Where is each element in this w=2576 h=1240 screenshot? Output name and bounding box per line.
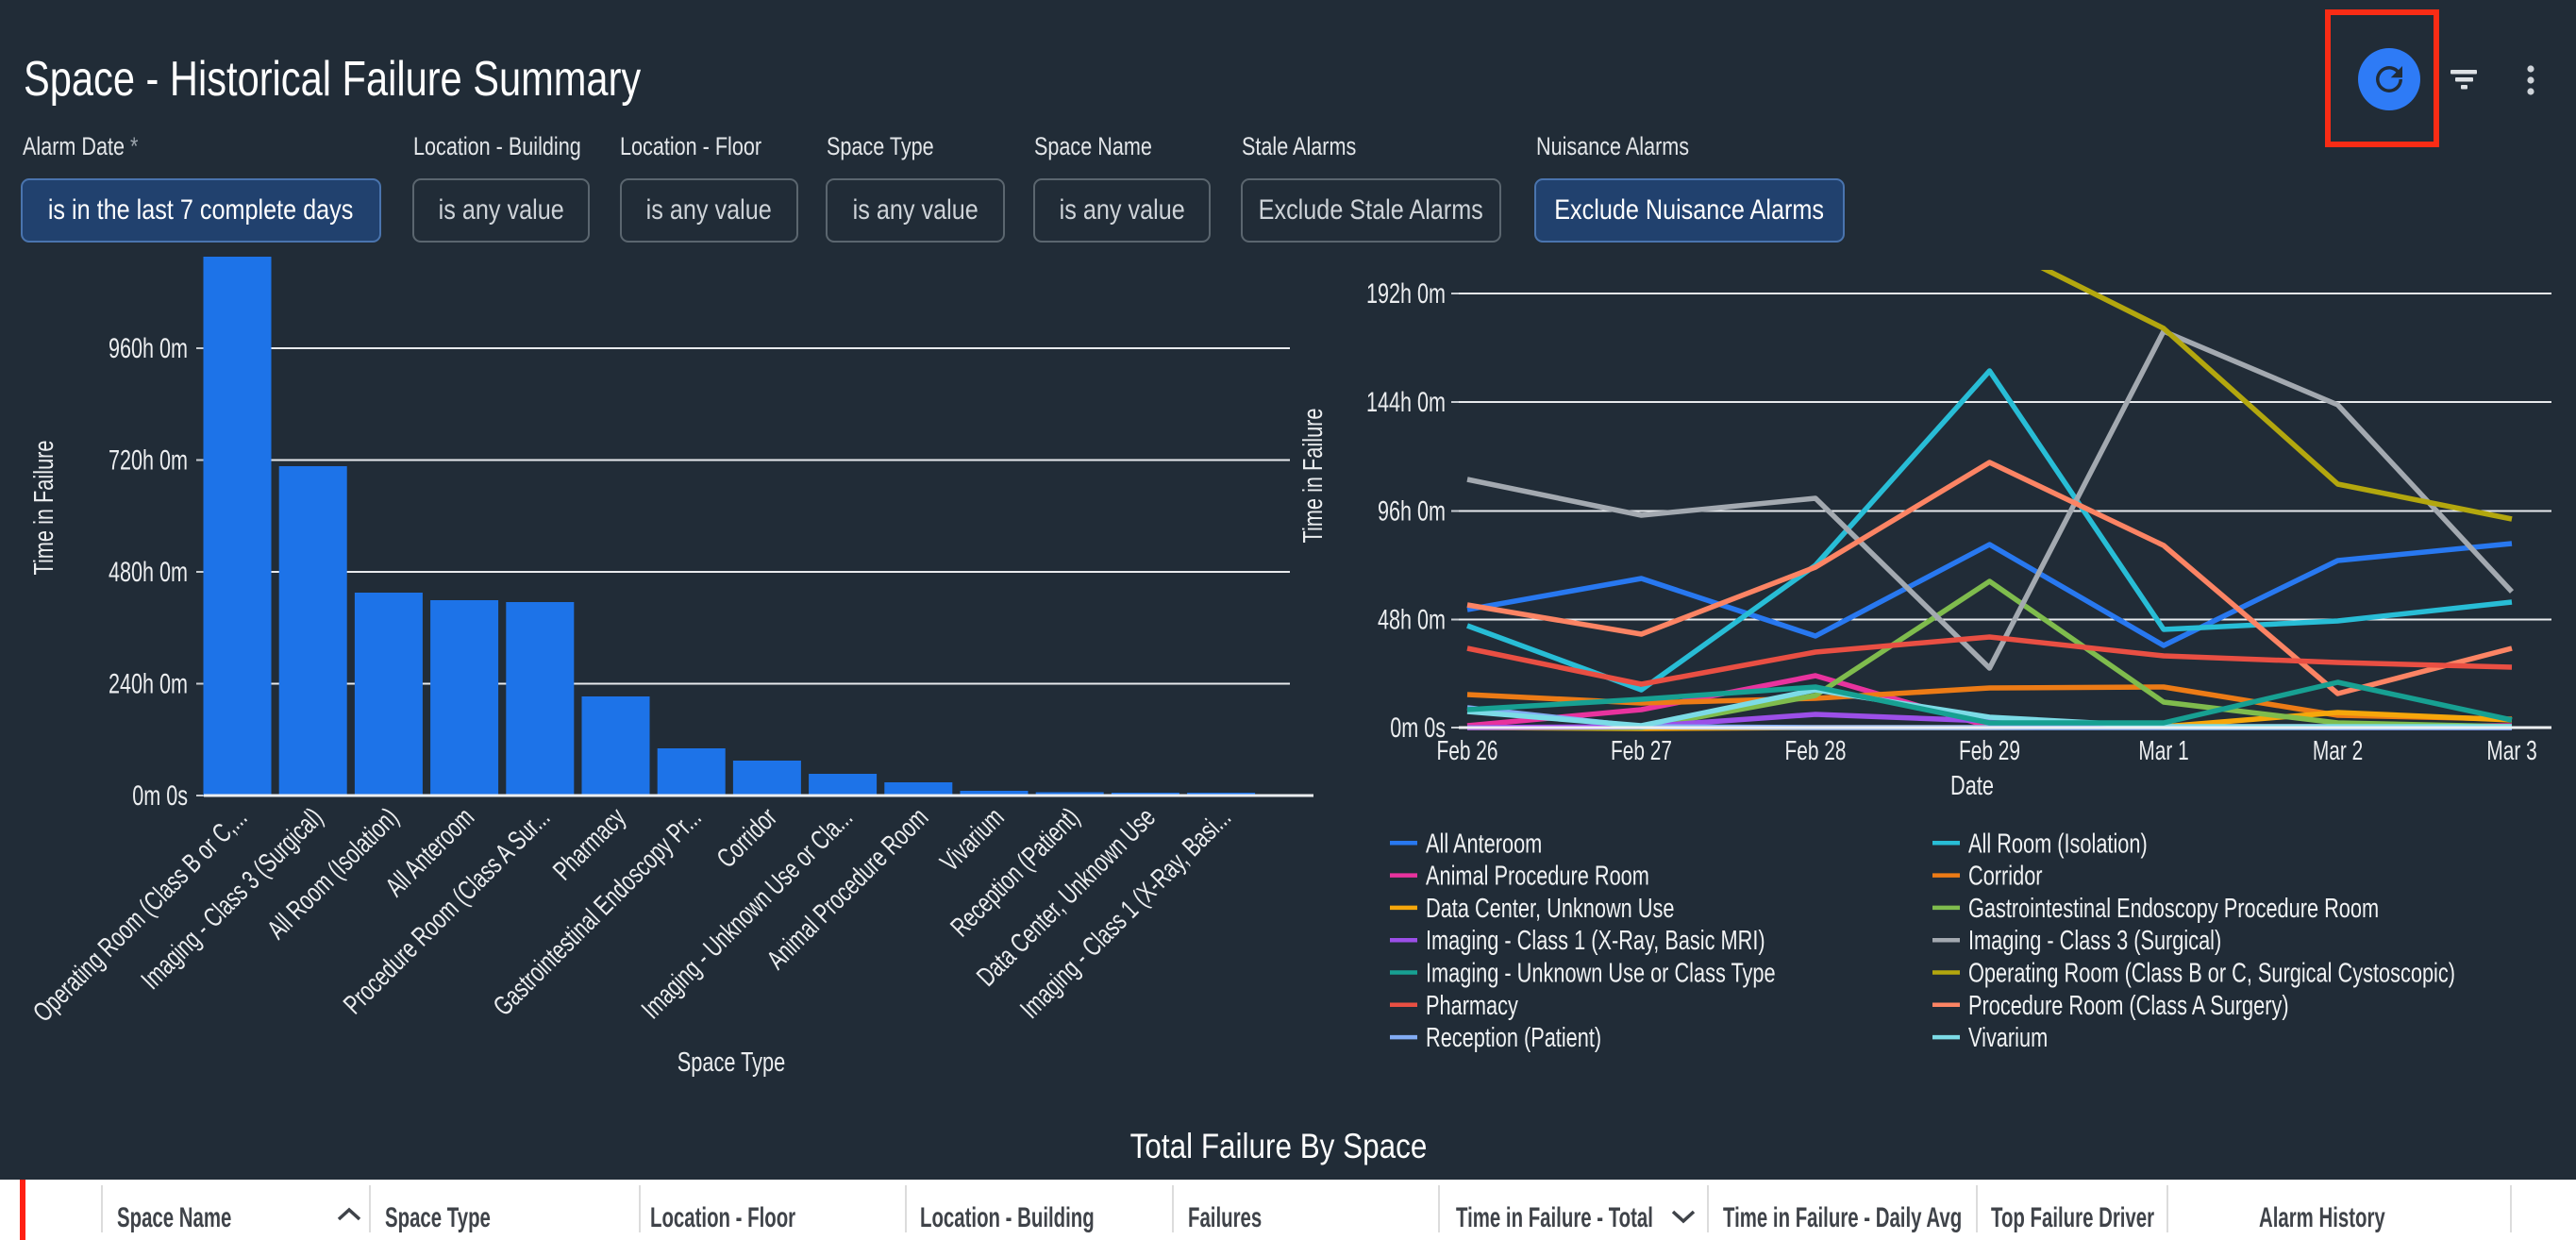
svg-text:Animal Procedure Room: Animal Procedure Room bbox=[1426, 862, 1649, 892]
svg-text:240h 0m: 240h 0m bbox=[109, 667, 188, 699]
svg-text:720h 0m: 720h 0m bbox=[109, 444, 188, 476]
svg-text:Mar 3: Mar 3 bbox=[2486, 736, 2536, 766]
svg-text:Gastrointestinal Endoscopy Pro: Gastrointestinal Endoscopy Procedure Roo… bbox=[1968, 894, 2379, 924]
svg-text:Reception (Patient): Reception (Patient) bbox=[1426, 1023, 1601, 1053]
svg-text:All Room (Isolation): All Room (Isolation) bbox=[261, 802, 404, 945]
svg-text:Imaging - Unknown Use or Class: Imaging - Unknown Use or Class Type bbox=[1426, 959, 1776, 989]
svg-text:Space Type: Space Type bbox=[677, 1047, 785, 1078]
svg-text:All Anteroom: All Anteroom bbox=[1426, 829, 1542, 859]
svg-text:Operating Room (Class B or C,: Operating Room (Class B or C, Surgical C… bbox=[1968, 959, 2455, 989]
svg-text:480h 0m: 480h 0m bbox=[109, 555, 188, 587]
svg-text:Pharmacy: Pharmacy bbox=[1426, 991, 1518, 1021]
svg-text:96h 0m: 96h 0m bbox=[1378, 494, 1446, 527]
svg-text:Feb 28: Feb 28 bbox=[1785, 736, 1847, 766]
svg-text:Vivarium: Vivarium bbox=[935, 802, 1011, 878]
svg-text:Corridor: Corridor bbox=[711, 802, 783, 874]
svg-text:Feb 29: Feb 29 bbox=[1959, 736, 2020, 766]
svg-text:0m 0s: 0m 0s bbox=[132, 779, 188, 811]
svg-text:Feb 27: Feb 27 bbox=[1611, 736, 1672, 766]
svg-text:192h 0m: 192h 0m bbox=[1366, 276, 1446, 309]
svg-text:Time in Failure: Time in Failure bbox=[1298, 409, 1329, 544]
svg-text:All Room (Isolation): All Room (Isolation) bbox=[1968, 829, 2148, 859]
svg-text:Imaging - Class 3 (Surgical): Imaging - Class 3 (Surgical) bbox=[1968, 926, 2221, 956]
svg-text:Mar 2: Mar 2 bbox=[2313, 736, 2363, 766]
svg-text:Corridor: Corridor bbox=[1968, 862, 2043, 892]
svg-text:Date: Date bbox=[1950, 771, 1994, 801]
svg-text:Vivarium: Vivarium bbox=[1968, 1023, 2048, 1053]
svg-text:Procedure Room (Class A Surger: Procedure Room (Class A Surgery) bbox=[1968, 991, 2289, 1021]
svg-text:Data Center, Unknown Use: Data Center, Unknown Use bbox=[1426, 894, 1674, 924]
svg-text:Reception (Patient): Reception (Patient) bbox=[945, 802, 1086, 943]
svg-text:Imaging - Class 1 (X-Ray, Basi: Imaging - Class 1 (X-Ray, Basic MRI) bbox=[1426, 926, 1765, 956]
svg-text:144h 0m: 144h 0m bbox=[1366, 385, 1446, 417]
svg-text:48h 0m: 48h 0m bbox=[1378, 603, 1446, 635]
svg-text:Time in Failure: Time in Failure bbox=[29, 441, 59, 576]
svg-text:Feb 26: Feb 26 bbox=[1437, 736, 1498, 766]
svg-text:0m 0s: 0m 0s bbox=[1390, 711, 1446, 743]
svg-text:Mar 1: Mar 1 bbox=[2138, 736, 2188, 766]
svg-text:960h 0m: 960h 0m bbox=[109, 331, 188, 363]
